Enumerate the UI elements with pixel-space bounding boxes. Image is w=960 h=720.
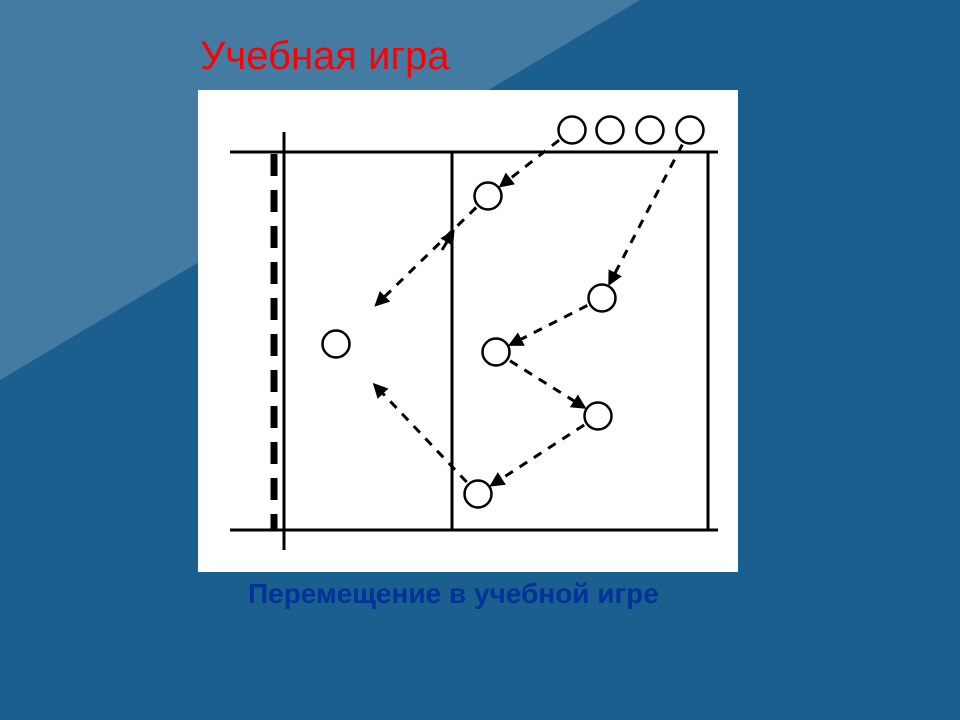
diagram-svg	[198, 90, 738, 572]
slide-title: Учебная игра	[200, 34, 450, 79]
slide-caption: Перемещение в учебной игре	[248, 578, 659, 610]
diagram-figure	[198, 90, 738, 572]
slide: Учебная игра Перемещение в учебной игре	[0, 0, 960, 720]
